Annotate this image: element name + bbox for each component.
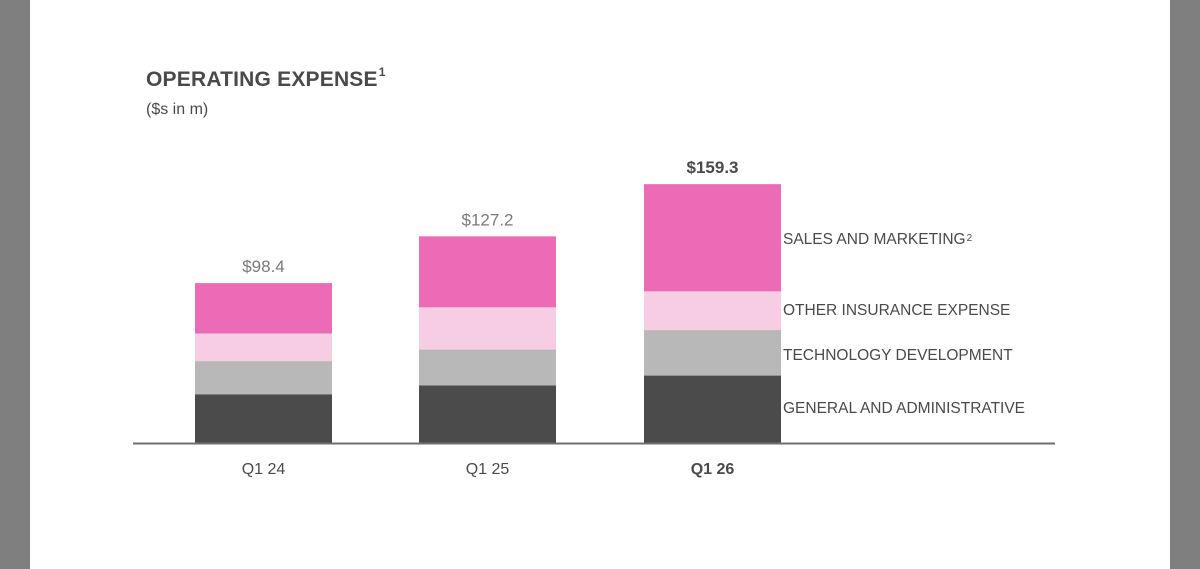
legend-label: OTHER INSURANCE EXPENSE	[783, 302, 1011, 319]
chart-subtitle: ($s in m)	[146, 101, 209, 118]
bar-q1-24-other-insurance-expense	[195, 333, 332, 362]
bar-q1-26-sales-and-marketing	[644, 184, 781, 292]
legend-item-general-and-administrative: GENERAL AND ADMINISTRATIVE	[762, 400, 1102, 418]
legend-label: TECHNOLOGY DEVELOPMENT	[783, 347, 1013, 364]
bar-q1-26-other-insurance-expense	[644, 291, 781, 331]
chart-title: OPERATING EXPENSE1	[146, 65, 386, 91]
bar-q1-25-general-and-administrative	[419, 385, 556, 443]
total-label-q1-25: $127.2	[462, 210, 514, 229]
legend-item-sales-and-marketing: SALES AND MARKETING 2	[762, 231, 1102, 249]
legend-swatch	[762, 403, 774, 415]
bar-q1-26-technology-development	[644, 330, 781, 376]
bar-q1-25-sales-and-marketing	[419, 236, 556, 308]
title-footnote: 1	[378, 65, 386, 79]
legend-label: GENERAL AND ADMINISTRATIVE	[783, 400, 1026, 417]
x-tick-label-q1-26: Q1 26	[691, 461, 735, 478]
bar-q1-24-sales-and-marketing	[195, 283, 332, 334]
legend-item-technology-development: TECHNOLOGY DEVELOPMENT	[762, 347, 1102, 365]
bar-q1-24-general-and-administrative	[195, 394, 332, 443]
bar-q1-24-technology-development	[195, 361, 332, 395]
legend-item-other-insurance-expense: OTHER INSURANCE EXPENSE	[762, 302, 1102, 320]
bar-q1-25-technology-development	[419, 349, 556, 386]
bar-q1-26-general-and-administrative	[644, 375, 781, 443]
total-label-q1-26: $159.3	[687, 158, 739, 177]
legend-footnote: 2	[966, 232, 973, 244]
x-tick-label-q1-24: Q1 24	[242, 461, 286, 478]
legend-swatch	[762, 350, 774, 362]
legend-swatch	[762, 305, 774, 317]
total-label-q1-24: $98.4	[242, 257, 285, 276]
legend-label: SALES AND MARKETING	[783, 231, 966, 248]
x-tick-label-q1-25: Q1 25	[466, 461, 510, 478]
legend-swatch	[762, 234, 774, 246]
bar-q1-25-other-insurance-expense	[419, 307, 556, 350]
